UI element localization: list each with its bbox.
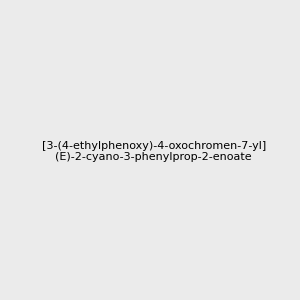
Text: [3-(4-ethylphenoxy)-4-oxochromen-7-yl] (E)-2-cyano-3-phenylprop-2-enoate: [3-(4-ethylphenoxy)-4-oxochromen-7-yl] (… — [42, 141, 266, 162]
